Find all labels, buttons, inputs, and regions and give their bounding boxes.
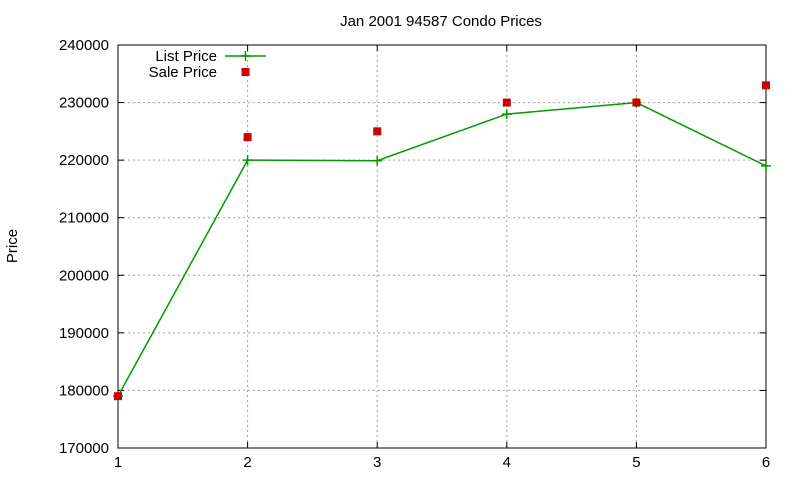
y-tick-label: 240000 (59, 37, 109, 54)
x-tick-label: 1 (114, 454, 122, 471)
data-point (373, 127, 382, 136)
grid-lines (118, 45, 766, 448)
legend-item: List Price (155, 48, 266, 65)
legend-marker (241, 68, 250, 76)
series-1 (113, 97, 771, 402)
data-point (243, 133, 252, 142)
legend-marker (240, 51, 251, 61)
series-2 (114, 81, 770, 401)
x-tick-label: 6 (762, 454, 770, 471)
y-tick-label: 210000 (59, 210, 109, 227)
y-tick-label: 200000 (59, 267, 109, 284)
data-point (632, 98, 641, 107)
data-point (501, 109, 512, 120)
legend-item: Sale Price (149, 64, 250, 81)
x-tick-label: 5 (632, 454, 640, 471)
x-tick-label: 4 (503, 454, 511, 471)
y-tick-label: 220000 (59, 152, 109, 169)
chart-title: Jan 2001 94587 Condo Prices (340, 13, 542, 30)
x-tick-label: 3 (373, 454, 381, 471)
data-point (242, 155, 253, 166)
y-tick-label: 230000 (59, 95, 109, 112)
data-point (114, 392, 122, 401)
data-point (761, 160, 771, 171)
y-tick-label: 190000 (59, 325, 109, 342)
series-line (117, 101, 767, 397)
data-point (762, 81, 770, 90)
y-tick-label: 170000 (59, 440, 109, 457)
data-point (502, 98, 511, 107)
series-layer (113, 81, 771, 402)
legend-label: Sale Price (149, 64, 217, 81)
y-axis-label: Price (4, 229, 21, 263)
plot-frame (117, 44, 767, 449)
data-point (372, 155, 383, 166)
x-tick-label: 2 (243, 454, 251, 471)
y-tick-label: 180000 (59, 382, 109, 399)
legend-label: List Price (155, 48, 217, 65)
